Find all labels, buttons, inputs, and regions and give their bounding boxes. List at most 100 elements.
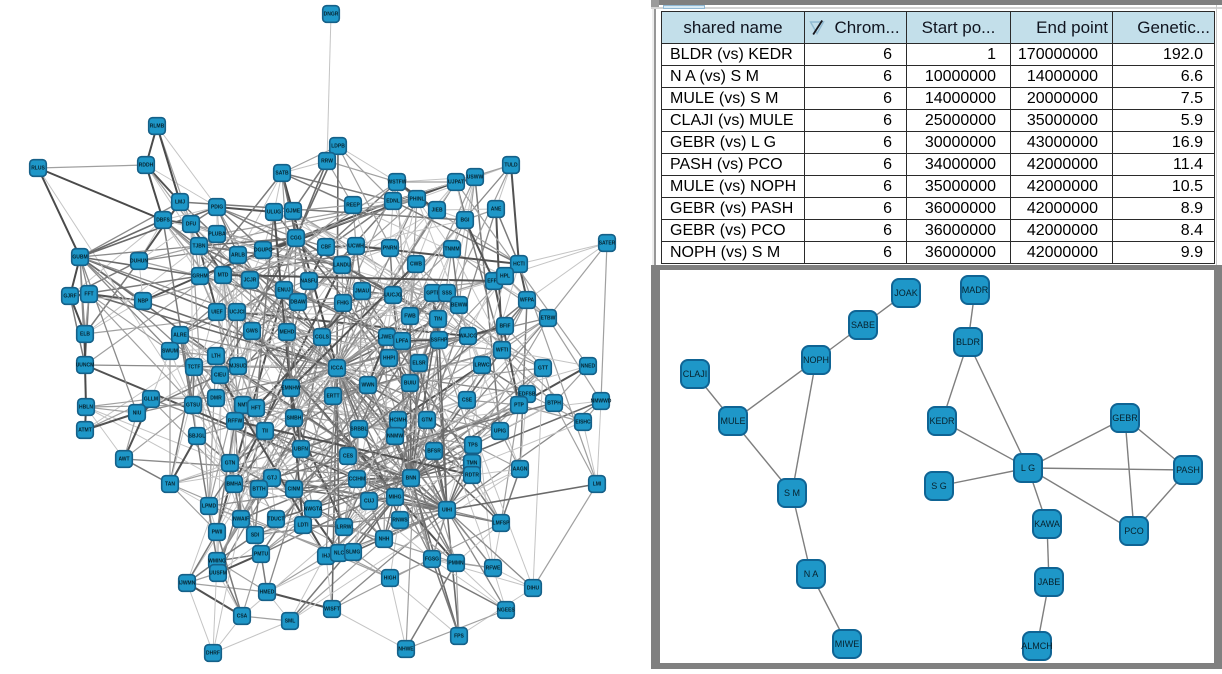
svg-text:BFIF: BFIF: [499, 324, 510, 330]
svg-text:WISFT: WISFT: [324, 607, 340, 613]
svg-text:NNED: NNED: [581, 364, 596, 370]
svg-text:BNN: BNN: [406, 476, 417, 482]
svg-text:HHPI: HHPI: [383, 356, 396, 362]
svg-text:CGG: CGG: [290, 236, 302, 242]
svg-text:SDI: SDI: [251, 533, 260, 539]
svg-text:WFTI: WFTI: [496, 348, 509, 354]
svg-text:UJPAT: UJPAT: [448, 180, 464, 186]
svg-text:WAJCG: WAJCG: [459, 334, 477, 340]
svg-text:ATMT: ATMT: [78, 428, 92, 434]
svg-text:CUJ: CUJ: [364, 499, 374, 505]
svg-text:TPS: TPS: [468, 443, 478, 449]
svg-text:N A: N A: [804, 569, 819, 579]
svg-text:ANE: ANE: [491, 207, 502, 213]
svg-text:NGEES: NGEES: [497, 608, 515, 614]
svg-text:DIHU: DIHU: [527, 586, 540, 592]
svg-text:CGLS: CGLS: [315, 335, 330, 341]
svg-text:DHRF: DHRF: [206, 651, 220, 657]
svg-text:GWS: GWS: [246, 329, 259, 335]
svg-text:DMR: DMR: [210, 396, 222, 402]
svg-text:SSFHP: SSFHP: [431, 338, 448, 344]
svg-text:FPS: FPS: [454, 634, 464, 640]
svg-text:RRW: RRW: [321, 159, 333, 165]
svg-text:HBLN: HBLN: [79, 405, 93, 411]
svg-text:GJME: GJME: [286, 209, 301, 215]
svg-text:HFT: HFT: [251, 406, 261, 412]
svg-text:BTPH: BTPH: [547, 401, 561, 407]
svg-text:GLLM: GLLM: [144, 397, 158, 403]
svg-text:BLDR: BLDR: [956, 337, 981, 347]
svg-text:SSS: SSS: [442, 291, 453, 297]
svg-text:GUBM: GUBM: [72, 255, 87, 261]
svg-text:EMNHW: EMNHW: [281, 386, 301, 392]
svg-text:SWUM: SWUM: [162, 349, 178, 355]
svg-text:CWB: CWB: [410, 262, 422, 268]
svg-text:MIHG: MIHG: [388, 495, 401, 501]
svg-text:TMN: TMN: [467, 461, 478, 467]
svg-text:SATER: SATER: [599, 241, 616, 247]
svg-text:SMBH: SMBH: [287, 416, 302, 422]
svg-text:NHH: NHH: [379, 537, 390, 543]
svg-text:ELB: ELB: [80, 332, 90, 338]
svg-text:SATB: SATB: [275, 171, 289, 177]
svg-text:EDNL: EDNL: [386, 199, 400, 205]
svg-text:NWAIF: NWAIF: [233, 517, 249, 523]
svg-text:GRHM: GRHM: [192, 274, 207, 280]
svg-text:PHINL: PHINL: [410, 197, 425, 203]
svg-text:REEP: REEP: [346, 203, 360, 209]
svg-text:DBAW: DBAW: [290, 300, 306, 306]
svg-text:DBFS: DBFS: [156, 218, 170, 224]
svg-text:BGI: BGI: [461, 218, 471, 224]
svg-text:GEBR: GEBR: [1112, 413, 1138, 423]
svg-text:GTN: GTN: [225, 461, 236, 467]
svg-text:EDFSB: EDFSB: [519, 392, 536, 398]
svg-text:NIU: NIU: [133, 411, 142, 417]
svg-text:UUSFM: UUSFM: [209, 571, 227, 577]
svg-text:EFFM: EFFM: [487, 279, 501, 285]
svg-text:UPIG: UPIG: [494, 429, 506, 435]
svg-text:KEDR: KEDR: [929, 416, 955, 426]
svg-text:LMI: LMI: [593, 482, 602, 488]
svg-text:DNGR: DNGR: [324, 12, 339, 18]
svg-text:HPL: HPL: [500, 274, 510, 280]
svg-text:NWGTA: NWGTA: [304, 507, 323, 513]
svg-text:CES: CES: [343, 454, 354, 460]
svg-text:DFU: DFU: [186, 222, 197, 228]
svg-text:RNWS: RNWS: [392, 518, 408, 524]
svg-text:EISHC: EISHC: [575, 420, 591, 426]
svg-text:MEHD: MEHD: [280, 330, 295, 336]
svg-text:ALMCH: ALMCH: [1021, 641, 1053, 651]
svg-text:FFT: FFT: [84, 292, 93, 298]
svg-text:LMJ: LMJ: [175, 200, 185, 206]
svg-text:GJRF: GJRF: [63, 294, 76, 300]
svg-text:UCWH: UCWH: [348, 244, 364, 250]
svg-text:WWN: WWN: [361, 383, 374, 389]
svg-text:TCTF: TCTF: [188, 365, 201, 371]
svg-text:LDTI: LDTI: [297, 523, 309, 529]
svg-text:CINM: CINM: [288, 487, 301, 493]
svg-text:GTJ: GTJ: [267, 476, 277, 482]
svg-text:RFFW: RFFW: [228, 419, 243, 425]
svg-text:NHWE: NHWE: [398, 647, 414, 653]
svg-text:DGUPC: DGUPC: [254, 248, 272, 254]
svg-text:UBFN: UBFN: [294, 447, 308, 453]
svg-text:UIHI: UIHI: [442, 508, 453, 514]
svg-text:BMHA: BMHA: [227, 482, 242, 488]
svg-text:TJBN: TJBN: [192, 244, 205, 250]
svg-text:LMFSP: LMFSP: [493, 521, 511, 527]
svg-text:PMTU: PMTU: [254, 552, 269, 558]
svg-text:MIWE: MIWE: [835, 639, 860, 649]
svg-text:LANDU: LANDU: [333, 263, 351, 269]
svg-text:LRWC: LRWC: [475, 363, 490, 369]
svg-text:L G: L G: [1021, 463, 1035, 473]
svg-text:GTSU: GTSU: [186, 403, 200, 409]
svg-text:BFSR: BFSR: [427, 449, 441, 455]
svg-text:PASH: PASH: [1176, 465, 1200, 475]
svg-text:TULD: TULD: [504, 163, 518, 169]
svg-text:WSTFW: WSTFW: [388, 180, 407, 186]
svg-text:HIGH: HIGH: [384, 576, 397, 582]
svg-text:UUCJG: UUCJG: [384, 293, 402, 299]
svg-text:HCIMH: HCIMH: [390, 418, 407, 424]
svg-text:ELSR: ELSR: [412, 361, 426, 367]
svg-text:AAGN: AAGN: [513, 467, 528, 473]
